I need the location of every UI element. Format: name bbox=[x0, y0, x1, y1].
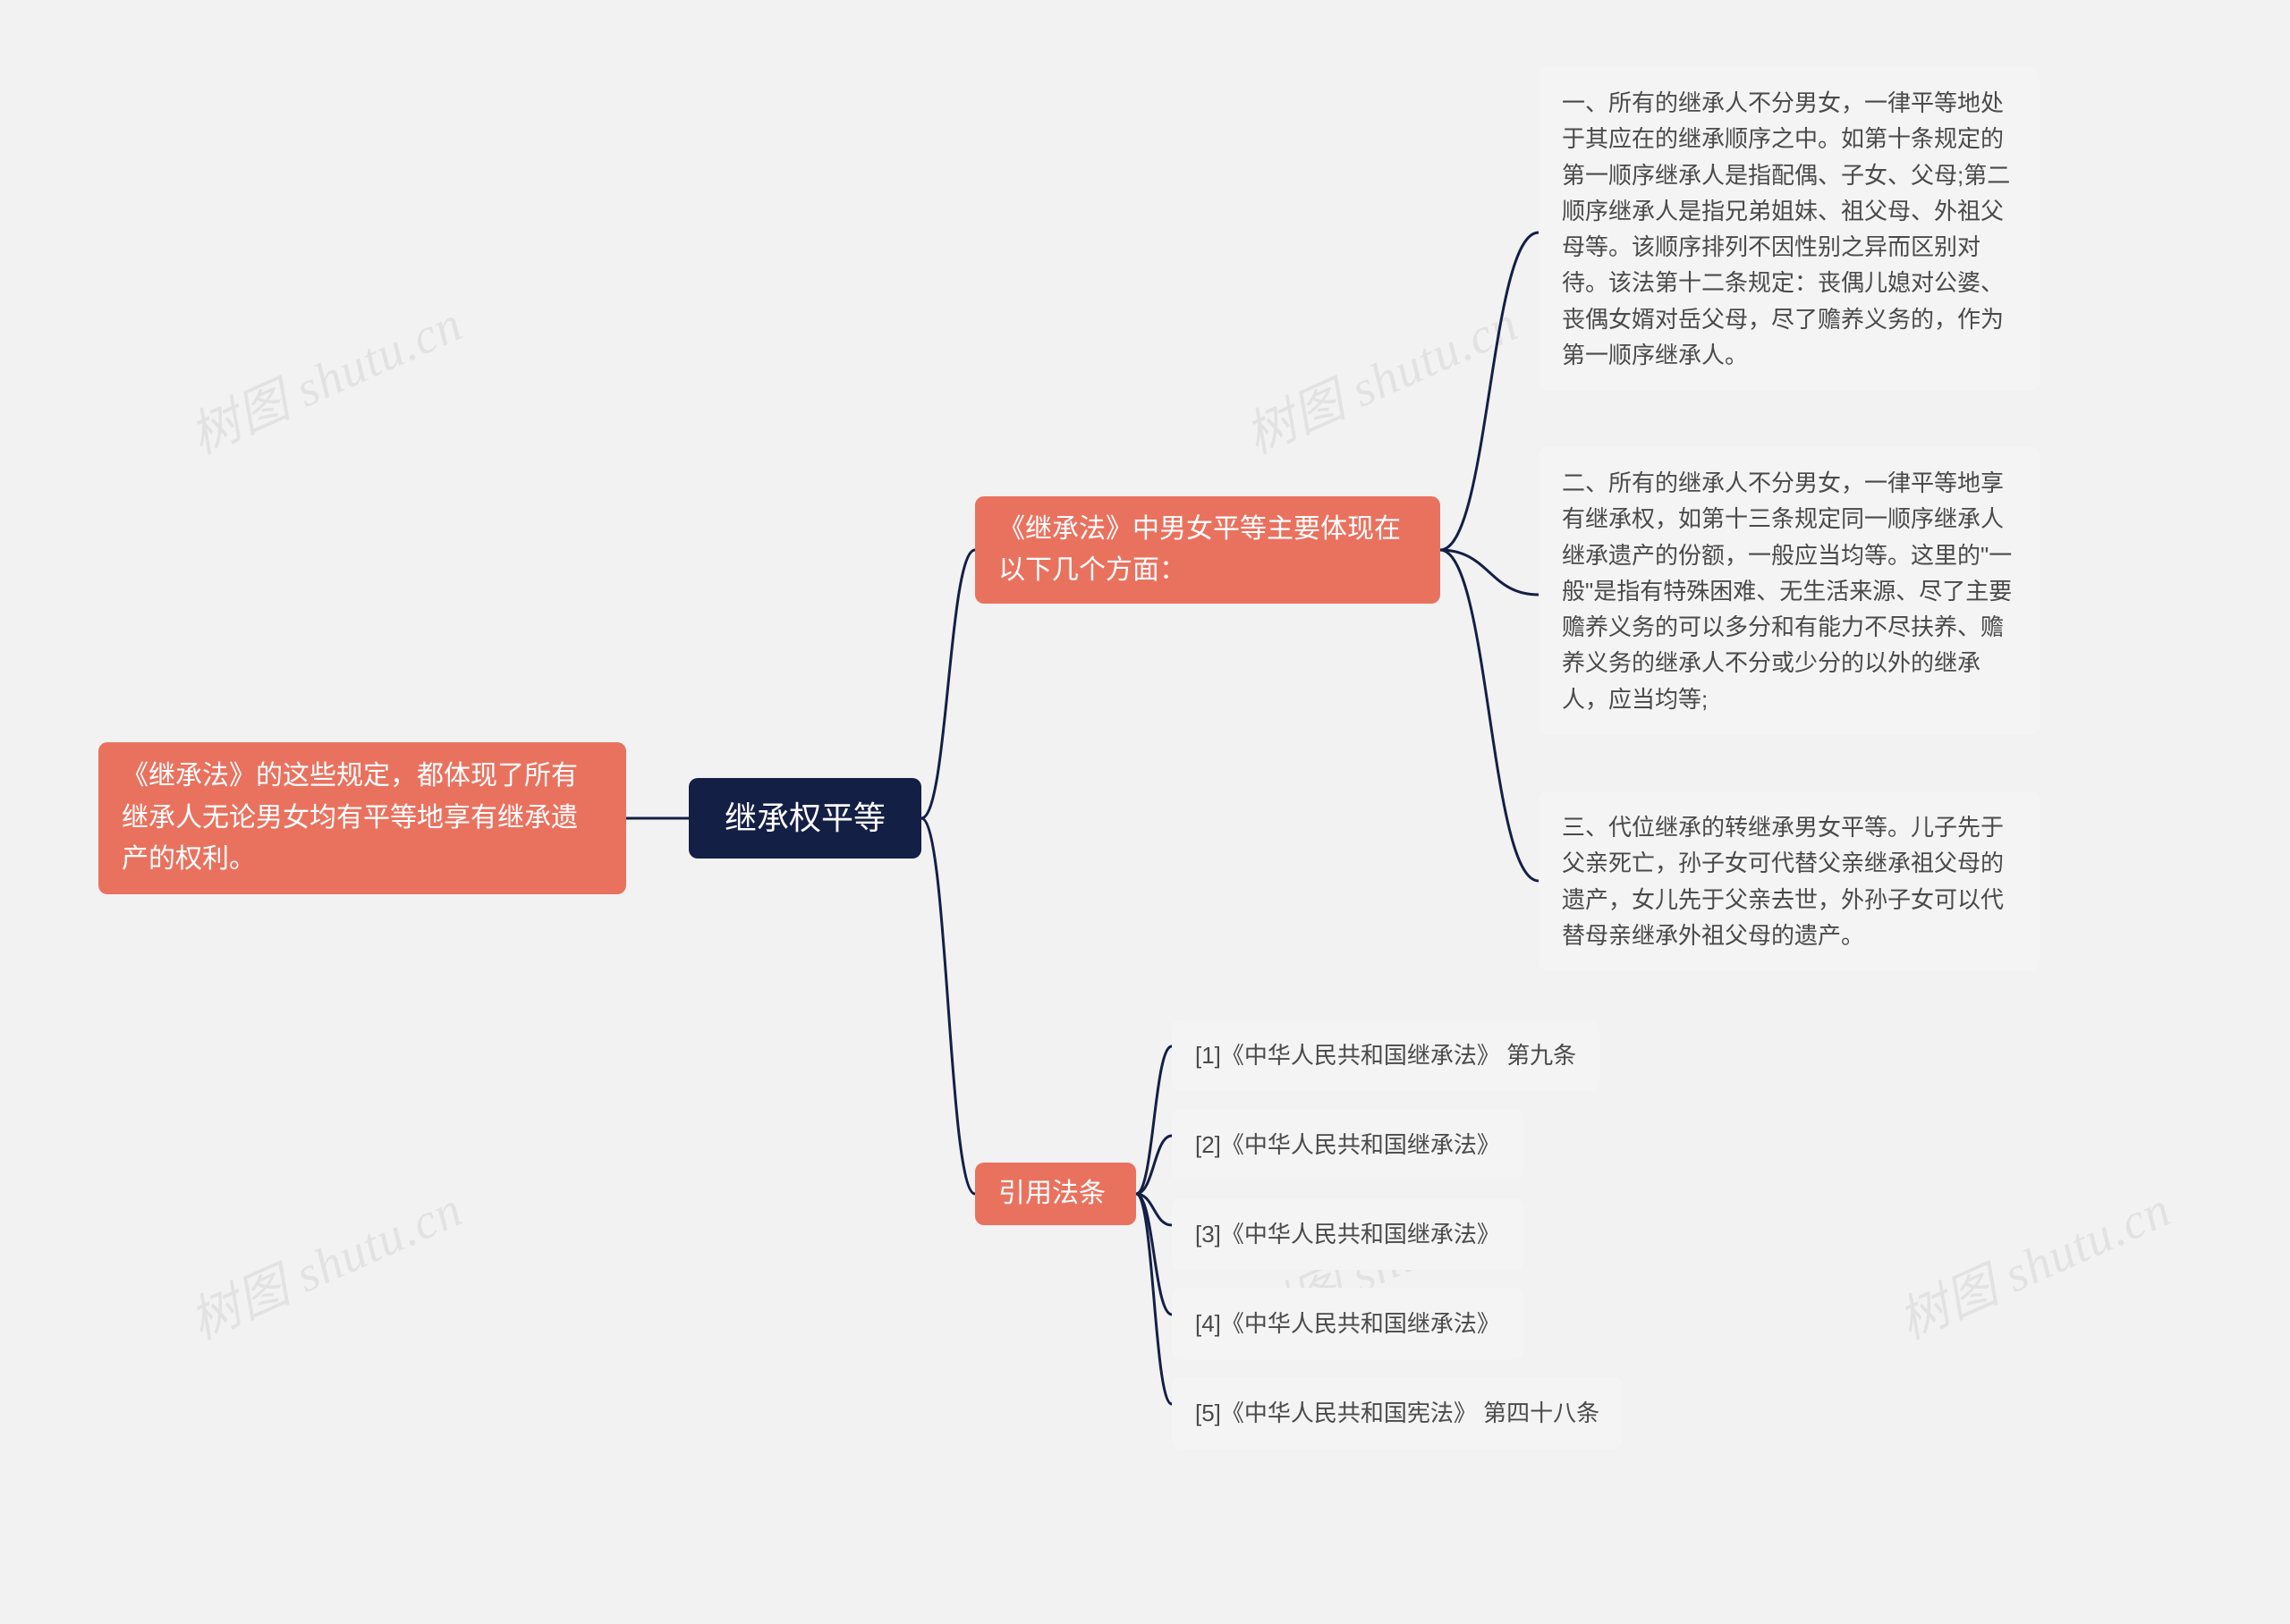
watermark: 树图 shutu.cn bbox=[1886, 1169, 2181, 1353]
citation-item[interactable]: [1]《中华人民共和国继承法》 第九条 bbox=[1172, 1019, 1599, 1091]
citation-item[interactable]: [2]《中华人民共和国继承法》 bbox=[1172, 1109, 1523, 1180]
aspect-item[interactable]: 二、所有的继承人不分男女，一律平等地享有继承权，如第十三条规定同一顺序继承人继承… bbox=[1539, 447, 2040, 735]
citations-node[interactable]: 引用法条 bbox=[975, 1163, 1136, 1225]
aspect-item[interactable]: 一、所有的继承人不分男女，一律平等地处于其应在的继承顺序之中。如第十条规定的第一… bbox=[1539, 67, 2040, 391]
aspect-item[interactable]: 三、代位继承的转继承男女平等。儿子先于父亲死亡，孙子女可代替父亲继承祖父母的遗产… bbox=[1539, 791, 2040, 971]
mindmap-canvas: 树图 shutu.cn 树图 shutu.cn 树图 shutu.cn 树图 s… bbox=[0, 0, 2290, 1624]
citation-item[interactable]: [4]《中华人民共和国继承法》 bbox=[1172, 1288, 1523, 1359]
watermark: 树图 shutu.cn bbox=[177, 1169, 472, 1353]
aspects-node[interactable]: 《继承法》中男女平等主要体现在以下几个方面： bbox=[975, 496, 1440, 604]
watermark: 树图 shutu.cn bbox=[1233, 283, 1528, 468]
citation-item[interactable]: [5]《中华人民共和国宪法》 第四十八条 bbox=[1172, 1377, 1623, 1449]
summary-node[interactable]: 《继承法》的这些规定，都体现了所有继承人无论男女均有平等地享有继承遗产的权利。 bbox=[98, 742, 626, 894]
root-node[interactable]: 继承权平等 bbox=[689, 778, 921, 859]
citation-item[interactable]: [3]《中华人民共和国继承法》 bbox=[1172, 1198, 1523, 1270]
watermark: 树图 shutu.cn bbox=[177, 283, 472, 468]
